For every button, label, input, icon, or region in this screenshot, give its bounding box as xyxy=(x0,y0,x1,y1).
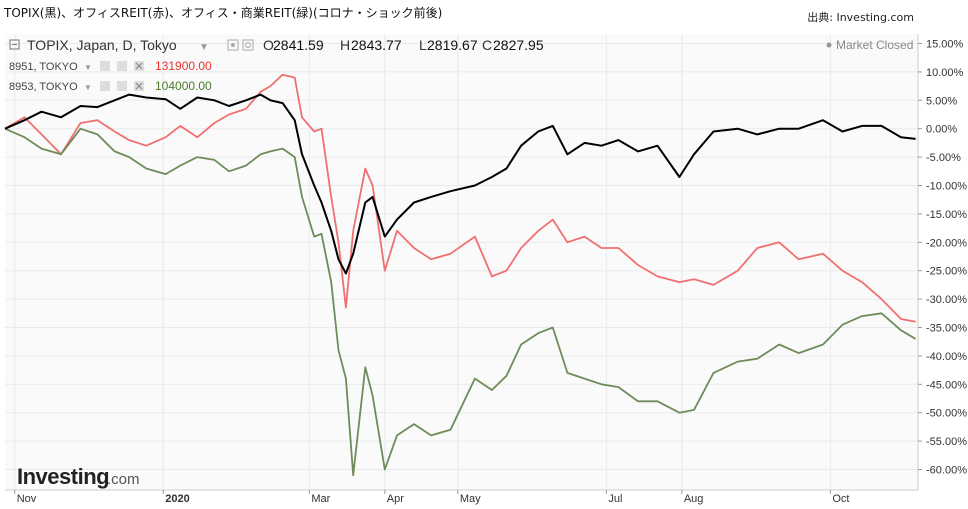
dropdown-icon[interactable]: ▼ xyxy=(84,83,92,92)
legend: TOPIX, Japan, D, Tokyo ▼ O 2841.59 H 284… xyxy=(9,37,544,93)
ohlc-open-value: 2841.59 xyxy=(273,37,324,53)
settings-icon[interactable] xyxy=(117,61,127,71)
x-tick-label: Oct xyxy=(832,493,849,505)
visibility-icon[interactable] xyxy=(100,81,110,91)
series-line-retail xyxy=(4,127,917,477)
y-tick-label: -30.00% xyxy=(926,294,967,306)
y-tick-label: -55.00% xyxy=(926,436,967,448)
ohlc-open-key: O xyxy=(263,37,274,53)
y-tick-label: -20.00% xyxy=(926,237,967,249)
y-tick-label: -5.00% xyxy=(926,152,961,164)
legend-series-1-label: 8951, TOKYO xyxy=(9,61,78,73)
plot-area xyxy=(5,34,918,490)
series-line-topix xyxy=(4,93,916,275)
x-tick-label: Mar xyxy=(311,493,330,505)
dropdown-icon[interactable]: ▼ xyxy=(199,42,209,53)
y-tick-label: -40.00% xyxy=(926,351,967,363)
ohlc-close-key: C xyxy=(482,37,492,53)
ohlc-high-key: H xyxy=(340,37,350,53)
ohlc-low-value: 2819.67 xyxy=(427,37,478,53)
ohlc-high-value: 2843.77 xyxy=(351,37,402,53)
y-tick-label: -60.00% xyxy=(926,465,967,477)
visibility-icon[interactable] xyxy=(227,39,239,51)
series-lines xyxy=(4,73,917,477)
brand-name: Investing xyxy=(17,464,109,489)
y-axis-ticks: 15.00% 10.00% 5.00% 0.00% -5.00% -10.00% -15.0… xyxy=(918,39,967,477)
x-tick-label: Jul xyxy=(608,493,622,505)
brand-logo: Investing .com xyxy=(17,464,140,489)
market-status-dot xyxy=(826,42,832,48)
visibility-icon[interactable] xyxy=(100,61,110,71)
y-tick-label: -50.00% xyxy=(926,408,967,420)
y-tick-label: 15.00% xyxy=(926,39,964,51)
y-tick-label: -10.00% xyxy=(926,181,967,193)
y-tick-label: -35.00% xyxy=(926,323,967,335)
dropdown-icon[interactable]: ▼ xyxy=(84,63,92,72)
series-line-office xyxy=(4,73,916,323)
legend-main-label: TOPIX, Japan, D, Tokyo xyxy=(27,37,177,53)
source-credit: 出典: Investing.com xyxy=(807,11,914,24)
x-tick-label: 2020 xyxy=(165,493,189,505)
legend-series-1-value: 131900.00 xyxy=(155,59,212,73)
ohlc-close-value: 2827.95 xyxy=(493,37,544,53)
chart-title: TOPIX(黒)、オフィスREIT(赤)、オフィス・商業REIT(緑)(コロナ・… xyxy=(4,6,443,20)
y-tick-label: -15.00% xyxy=(926,209,967,221)
legend-series-2-value: 104000.00 xyxy=(155,79,212,93)
y-tick-label: 5.00% xyxy=(926,95,957,107)
settings-icon[interactable] xyxy=(242,39,254,51)
gridlines xyxy=(5,34,918,490)
legend-series-2-label: 8953, TOKYO xyxy=(9,81,78,93)
x-tick-label: Aug xyxy=(684,493,704,505)
y-tick-label: -25.00% xyxy=(926,266,967,278)
x-tick-label: Apr xyxy=(387,493,404,505)
y-tick-label: -45.00% xyxy=(926,379,967,391)
ohlc-low-key: L xyxy=(419,37,427,53)
market-status: Market Closed xyxy=(836,38,913,52)
y-tick-label: 0.00% xyxy=(926,124,957,136)
x-tick-label: Nov xyxy=(17,493,37,505)
settings-icon[interactable] xyxy=(117,81,127,91)
y-tick-label: 10.00% xyxy=(926,67,964,79)
brand-suffix: .com xyxy=(107,471,140,488)
collapse-icon[interactable] xyxy=(9,39,20,50)
x-tick-label: May xyxy=(460,493,481,505)
x-axis-ticks: Nov 2020 Mar Apr May Jul Aug Oct xyxy=(14,490,849,505)
